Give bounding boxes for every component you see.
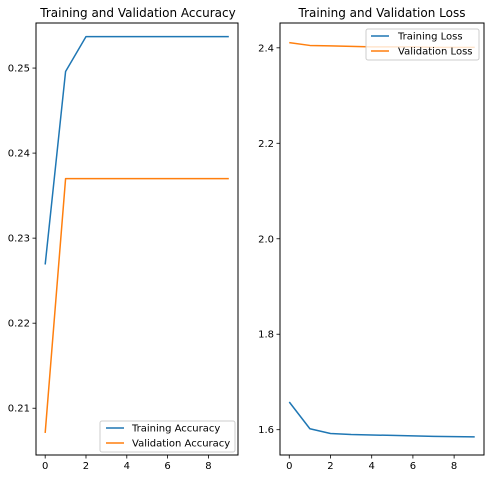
accuracy-y-tick-label: 0.22 — [8, 319, 30, 330]
loss-plot-frame — [279, 22, 485, 456]
loss-legend: Training Loss Validation Loss — [365, 28, 480, 61]
loss-tick-layer: 0 2 4 6 8 1.6 1.8 2.0 2.2 2.4 — [258, 43, 457, 472]
accuracy-tick-layer: 0 2 4 6 8 0.21 0.22 0.23 0.24 0.25 — [8, 64, 212, 472]
accuracy-x-tick-label: 0 — [42, 461, 48, 472]
accuracy-x-tick-label: 2 — [83, 461, 89, 472]
loss-y-tick-label: 2.2 — [258, 139, 274, 150]
loss-y-tick-label: 2.0 — [258, 234, 274, 245]
accuracy-legend-label-training: Training Accuracy — [131, 424, 220, 435]
loss-chart: Training and Validation Loss 0 2 4 6 8 1.6 1.8… — [258, 6, 485, 472]
accuracy-x-tick-label: 6 — [164, 461, 170, 472]
accuracy-chart-title: Training and Validation Accuracy — [39, 6, 235, 20]
accuracy-y-tick-label: 0.25 — [8, 64, 30, 75]
accuracy-series-line-training — [44, 35, 229, 265]
accuracy-legend-label-validation: Validation Accuracy — [132, 439, 230, 450]
loss-legend-label-training: Training Loss — [397, 32, 463, 43]
loss-legend-box — [365, 28, 480, 61]
accuracy-y-tick-label: 0.23 — [8, 234, 30, 245]
loss-y-tick-label: 1.8 — [258, 330, 274, 341]
loss-legend-label-validation: Validation Loss — [398, 47, 473, 58]
accuracy-y-tick-label: 0.21 — [8, 404, 30, 415]
loss-chart-title: Training and Validation Loss — [298, 6, 466, 20]
accuracy-y-tick-label: 0.24 — [8, 149, 30, 160]
accuracy-series-line-validation — [44, 177, 229, 433]
accuracy-x-tick-label: 4 — [124, 461, 130, 472]
accuracy-series-layer — [44, 35, 229, 433]
accuracy-legend: Training Accuracy Validation Accuracy — [99, 420, 236, 453]
loss-series-line-training — [288, 401, 475, 438]
loss-x-tick-label: 6 — [410, 461, 416, 472]
loss-x-tick-label: 0 — [286, 461, 292, 472]
loss-y-tick-label: 2.4 — [258, 43, 274, 54]
loss-x-tick-label: 4 — [369, 461, 375, 472]
loss-y-tick-label: 1.6 — [258, 425, 274, 436]
loss-x-tick-label: 2 — [327, 461, 333, 472]
accuracy-chart: Training and Validation Accuracy 0 2 4 6 8 0.… — [8, 6, 239, 472]
loss-x-tick-label: 8 — [451, 461, 457, 472]
accuracy-plot-frame — [35, 22, 239, 456]
accuracy-x-tick-label: 8 — [205, 461, 211, 472]
accuracy-legend-box — [99, 420, 236, 453]
